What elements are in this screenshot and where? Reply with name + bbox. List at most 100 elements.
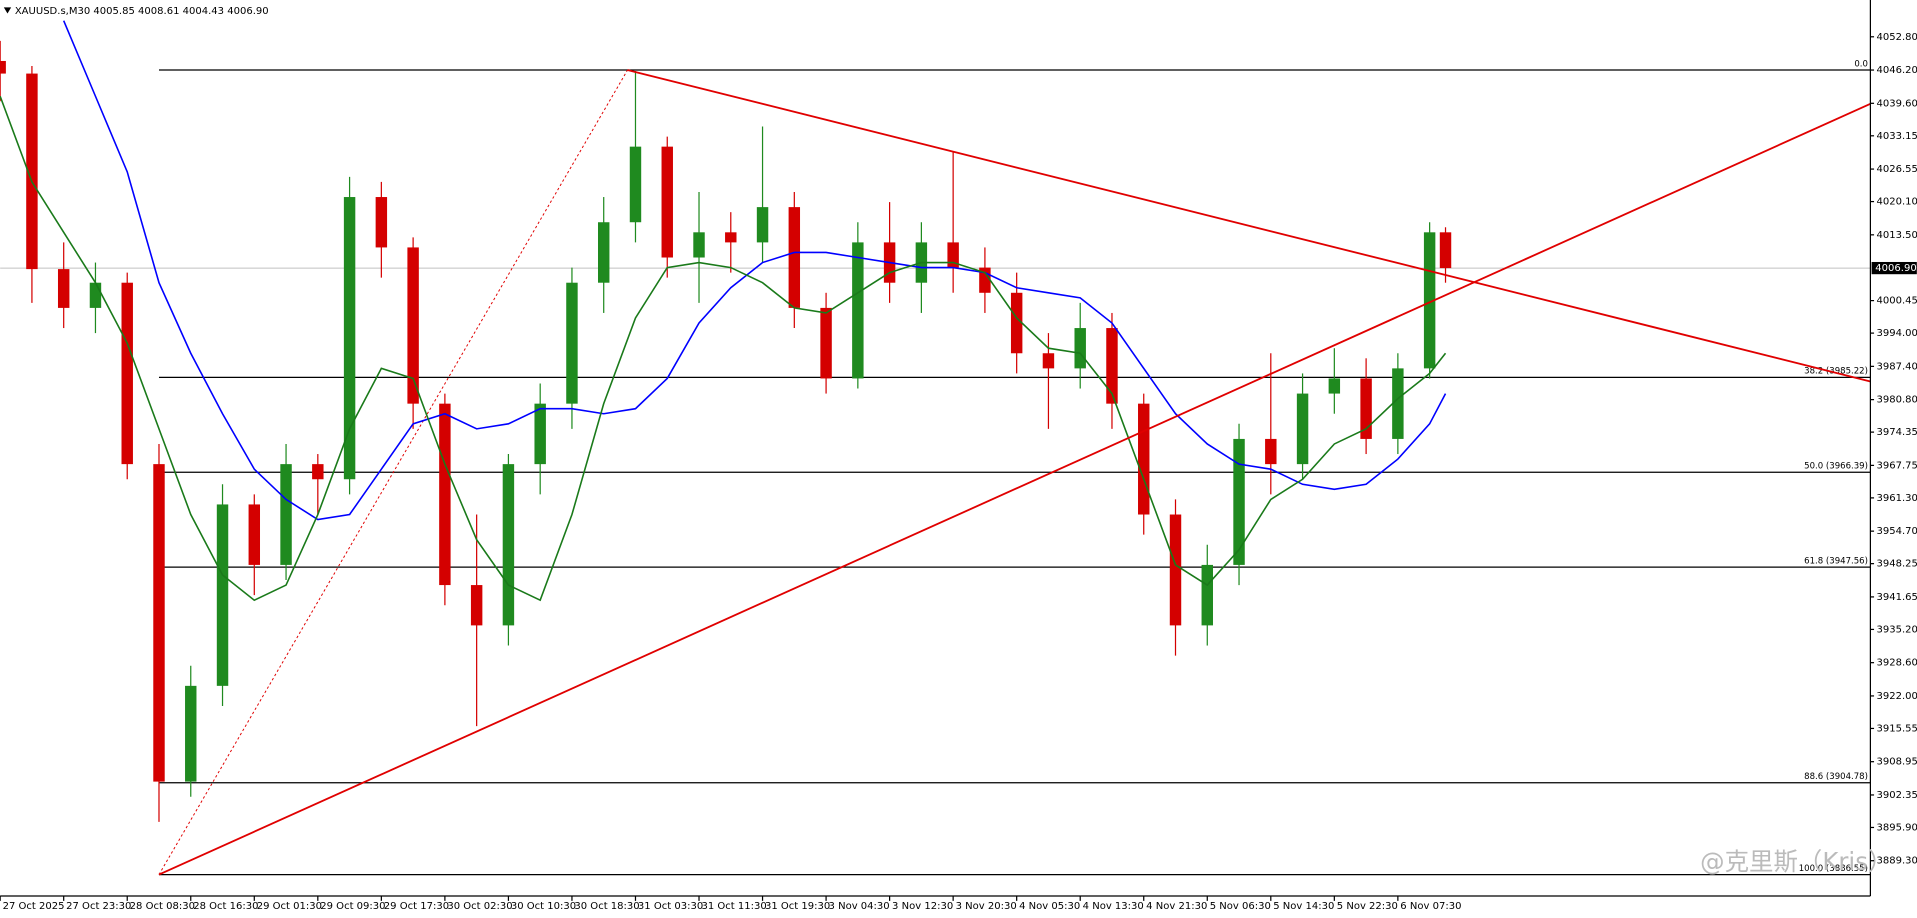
candle-body xyxy=(1439,232,1452,269)
candle-body xyxy=(89,282,102,308)
candle-body xyxy=(502,464,515,626)
plot-layer: 0.0 38.2 (3985.22) 50.0 (3966.39) 61.8 (394… xyxy=(0,20,1871,876)
x-tick-label: 4 Nov 21:30 xyxy=(1146,901,1207,912)
y-tick-label: 3954.70 xyxy=(1877,526,1917,537)
candle-body xyxy=(693,232,705,258)
candle-body xyxy=(629,146,642,223)
candle-body xyxy=(947,242,959,268)
moving-average xyxy=(62,20,1447,521)
candle-body xyxy=(248,504,261,565)
y-tick-label: 3980.80 xyxy=(1877,395,1917,406)
symbol-icon xyxy=(3,7,12,14)
candle-body xyxy=(121,282,133,465)
candle-body xyxy=(312,464,324,480)
fib-label: 0.0 xyxy=(1854,59,1868,69)
x-tick-label: 28 Oct 08:30 xyxy=(130,901,195,912)
candle-body xyxy=(1138,403,1150,515)
last-price-label: 4006.90 xyxy=(1875,263,1916,274)
y-tick-label: 3922.00 xyxy=(1877,691,1917,702)
fib-anchor-line xyxy=(158,69,628,875)
candle-body xyxy=(820,307,832,379)
candle-body xyxy=(470,585,483,626)
chart-title: XAUUSD.s,M30 4005.85 4008.61 4004.43 400… xyxy=(15,6,269,17)
candle-body xyxy=(566,282,578,404)
y-tick-label: 3967.75 xyxy=(1877,460,1917,471)
x-tick-label: 3 Nov 12:30 xyxy=(892,901,953,912)
y-tick-label: 3915.55 xyxy=(1877,723,1917,734)
candle-body xyxy=(1074,328,1086,369)
candle-body xyxy=(1010,292,1023,354)
watermark: @克里斯（Kris） xyxy=(1700,847,1892,876)
x-tick-label: 27 Oct 23:30 xyxy=(66,901,131,912)
y-tick-label: 3895.90 xyxy=(1877,822,1917,833)
candle-body xyxy=(725,232,737,243)
y-tick-label: 3908.95 xyxy=(1877,757,1917,768)
candle-body xyxy=(1360,378,1372,439)
x-tick-label: 31 Oct 03:30 xyxy=(638,901,703,912)
y-tick-label: 4000.45 xyxy=(1877,296,1917,307)
candle-body xyxy=(661,146,673,258)
candle-body xyxy=(153,464,165,782)
x-tick-label: 30 Oct 02:30 xyxy=(447,901,512,912)
x-tick-label: 29 Oct 17:30 xyxy=(384,901,449,912)
candle-body xyxy=(407,247,419,404)
y-tick-label: 3994.00 xyxy=(1877,328,1917,339)
x-tick-label: 30 Oct 10:30 xyxy=(511,901,576,912)
candle-body xyxy=(1169,514,1182,626)
x-tick-label: 5 Nov 06:30 xyxy=(1210,901,1271,912)
fib-label: 50.0 (3966.39) xyxy=(1804,462,1868,472)
x-tick-label: 4 Nov 13:30 xyxy=(1083,901,1144,912)
candle-body xyxy=(1233,438,1245,565)
fib-label: 61.8 (3947.56) xyxy=(1804,557,1868,567)
candle-body xyxy=(375,197,388,248)
x-tick-label: 3 Nov 20:30 xyxy=(956,901,1017,912)
y-tick-label: 3987.40 xyxy=(1877,361,1917,372)
x-tick-label: 30 Oct 18:30 xyxy=(574,901,639,912)
fib-label: 38.2 (3985.22) xyxy=(1804,367,1868,377)
candle-body xyxy=(756,207,769,243)
candle-body xyxy=(1042,353,1055,369)
candle-body xyxy=(1265,438,1277,465)
y-tick-label: 3889.30 xyxy=(1877,856,1917,867)
candle-body xyxy=(26,73,38,270)
candle-body xyxy=(979,267,991,293)
x-tick-label: 4 Nov 05:30 xyxy=(1019,901,1080,912)
x-tick-label: 27 Oct 2025 xyxy=(3,901,65,912)
x-tick-label: 5 Nov 22:30 xyxy=(1337,901,1398,912)
y-tick-label: 3961.30 xyxy=(1877,493,1917,504)
candle-body xyxy=(1201,564,1213,626)
y-tick-label: 3935.20 xyxy=(1877,624,1917,635)
x-tick-label: 29 Oct 09:30 xyxy=(320,901,385,912)
y-tick-label: 4026.55 xyxy=(1877,164,1917,175)
candle-body xyxy=(439,403,451,586)
x-tick-label: 28 Oct 16:30 xyxy=(193,901,258,912)
candle-body xyxy=(343,197,356,480)
x-tick-label: 31 Oct 19:30 xyxy=(765,901,830,912)
candle-body xyxy=(1328,378,1341,394)
x-tick-label: 5 Nov 14:30 xyxy=(1273,901,1334,912)
candle-body xyxy=(185,685,197,782)
y-tick-label: 3902.35 xyxy=(1877,790,1917,801)
candle-body xyxy=(57,269,70,308)
y-tick-label: 4052.80 xyxy=(1877,32,1917,43)
x-tick-label: 31 Oct 11:30 xyxy=(701,901,766,912)
candle-body xyxy=(1106,328,1118,404)
candle-body xyxy=(216,504,229,686)
candle-body xyxy=(0,60,6,74)
x-tick-label: 3 Nov 04:30 xyxy=(829,901,890,912)
trendline xyxy=(158,102,1871,876)
y-tick-label: 3928.60 xyxy=(1877,658,1917,669)
last-price-box xyxy=(1871,261,1917,275)
candle-body xyxy=(280,464,292,565)
y-tick-label: 4039.60 xyxy=(1877,98,1917,109)
y-tick-label: 4033.15 xyxy=(1877,131,1917,142)
y-tick-label: 4013.50 xyxy=(1877,230,1917,241)
candle-body xyxy=(534,403,546,465)
candle-body xyxy=(1392,368,1404,439)
y-tick-label: 3941.65 xyxy=(1877,592,1917,603)
y-tick-label: 4020.10 xyxy=(1877,197,1917,208)
candle-body xyxy=(1296,393,1309,465)
candle-body xyxy=(1423,232,1436,369)
x-tick-label: 29 Oct 01:30 xyxy=(257,901,322,912)
